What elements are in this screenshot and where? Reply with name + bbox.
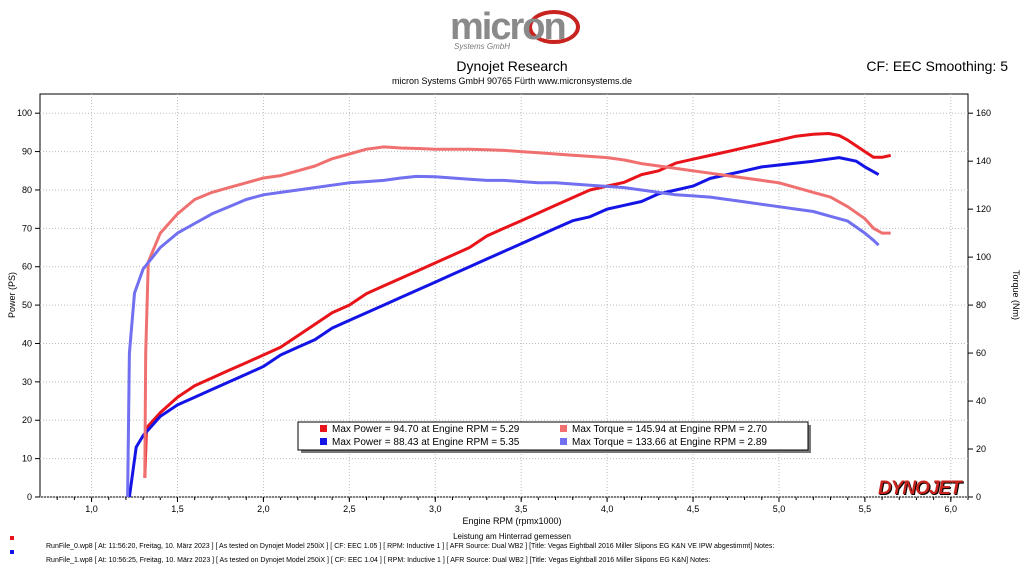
run-file-list: RunFile_0.wp8 [ At: 11:56:20, Freitag, 1… [8, 536, 775, 568]
x-tick-label: 1,5 [171, 504, 184, 514]
run-file-1[interactable]: RunFile_1.wp8 [ At: 10:56:25, Freitag, 1… [8, 550, 774, 568]
y-tick-label: 70 [22, 223, 32, 233]
x-axis-label: Engine RPM (rpmx1000) [462, 516, 562, 526]
legend-entry: Max Torque = 145.94 at Engine RPM = 2.70 [572, 424, 767, 435]
y2-tick-label: 80 [976, 300, 986, 310]
y2-tick-label: 0 [976, 492, 981, 502]
run-color-swatch-0 [10, 536, 14, 540]
y2-tick-label: 120 [976, 204, 991, 214]
series-line-2 [143, 145, 891, 478]
run-file-1-text: RunFile_1.wp8 [ At: 10:56:25, Freitag, 1… [46, 557, 711, 564]
series-line-3 [126, 174, 880, 498]
y2-tick-label: 160 [976, 108, 991, 118]
x-tick-label: 5,0 [773, 504, 786, 514]
micron-logo: micron Systems GmbH [440, 6, 590, 54]
run-file-0-text: RunFile_0.wp8 [ At: 11:56:20, Freitag, 1… [46, 543, 775, 550]
x-tick-label: 3,5 [515, 504, 528, 514]
legend-box [297, 421, 809, 451]
legend-swatch [320, 425, 327, 432]
y-tick-label: 90 [22, 147, 32, 157]
y-tick-label: 10 [22, 454, 32, 464]
dynojet-logo: DYNOJET [878, 478, 962, 499]
y2-tick-label: 100 [976, 252, 991, 262]
y-tick-label: 40 [22, 338, 32, 348]
smoothing-label: CF: EEC Smoothing: 5 [866, 58, 1008, 74]
y2-tick-label: 20 [976, 444, 986, 454]
y-tick-label: 0 [27, 492, 32, 502]
x-tick-label: 5,5 [859, 504, 872, 514]
x-tick-label: 2,5 [343, 504, 356, 514]
run-color-swatch-1 [10, 550, 14, 554]
legend-swatch [560, 425, 567, 432]
y-axis-label-right: Torque (Nm) [1011, 269, 1021, 320]
x-tick-label: 2,0 [257, 504, 270, 514]
x-tick-label: 3,0 [429, 504, 442, 514]
y-tick-label: 20 [22, 415, 32, 425]
x-tick-label: 1,0 [85, 504, 98, 514]
legend-entry: Max Power = 94.70 at Engine RPM = 5.29 [332, 424, 520, 435]
y2-tick-label: 40 [976, 396, 986, 406]
run-file-0[interactable]: RunFile_0.wp8 [ At: 11:56:20, Freitag, 1… [8, 536, 775, 554]
legend-entry: Max Torque = 133.66 at Engine RPM = 2.89 [572, 437, 767, 448]
x-tick-label: 4,0 [601, 504, 614, 514]
x-tick-label: 4,5 [687, 504, 700, 514]
y2-tick-label: 140 [976, 156, 991, 166]
chart-subtitle: micron Systems GmbH 90765 Fürth www.micr… [391, 76, 633, 86]
y-tick-label: 60 [22, 262, 32, 272]
series-line-1 [127, 156, 880, 498]
series-line-0 [143, 132, 892, 478]
legend-swatch [560, 438, 567, 445]
legend-swatch [320, 438, 327, 445]
x-axis-sublabel: Leistung am Hinterrad gemessen [453, 532, 571, 541]
y-tick-label: 80 [22, 185, 32, 195]
y-axis-label-left: Power (PS) [7, 272, 17, 319]
logo-subtext: Systems GmbH [454, 42, 511, 51]
logo-text: micron [450, 6, 567, 48]
y-tick-label: 100 [17, 108, 32, 118]
legend-entry: Max Power = 88.43 at Engine RPM = 5.35 [332, 437, 520, 448]
logo-ring [528, 10, 580, 44]
y-tick-label: 50 [22, 300, 32, 310]
y-tick-label: 30 [22, 377, 32, 387]
chart-title: Dynojet Research [456, 58, 568, 74]
x-tick-label: 6,0 [945, 504, 958, 514]
y2-tick-label: 60 [976, 348, 986, 358]
